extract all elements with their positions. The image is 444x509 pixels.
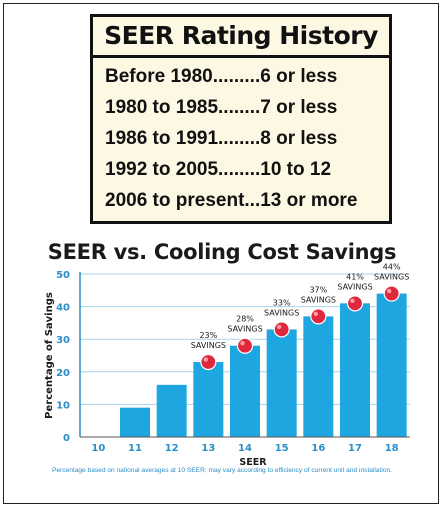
savings-marker — [383, 285, 400, 302]
x-axis-label: SEER — [239, 457, 267, 468]
y-tick-label: 0 — [63, 433, 70, 444]
x-tick-label: 15 — [275, 443, 289, 454]
history-row: 2006 to present...13 or more — [105, 190, 358, 211]
savings-percent-label: 44% — [383, 263, 401, 272]
savings-word-label: SAVINGS — [264, 308, 299, 317]
x-tick-label: 10 — [91, 443, 105, 454]
y-tick-label: 10 — [56, 400, 70, 411]
savings-word-label: SAVINGS — [301, 295, 336, 304]
savings-marker — [236, 337, 254, 354]
savings-marker — [346, 295, 364, 312]
history-row: 1986 to 1991........8 or less — [105, 128, 338, 149]
savings-word-label: SAVINGS — [374, 273, 409, 282]
savings-percent-label: 33% — [273, 298, 291, 307]
savings-marker-highlight — [386, 288, 392, 294]
savings-marker-highlight — [350, 298, 355, 304]
x-tick-label: 18 — [385, 443, 399, 454]
x-tick-label: 14 — [238, 443, 252, 454]
savings-marker-highlight — [240, 341, 245, 346]
chart-title: SEER vs. Cooling Cost Savings — [47, 240, 397, 264]
chart-footnote: Percentage based on national averages at… — [51, 467, 393, 474]
history-row: 1992 to 2005........10 to 12 — [105, 159, 332, 180]
bar — [193, 362, 224, 437]
y-axis-label: Percentage of Savings — [44, 292, 55, 419]
y-tick-label: 30 — [56, 335, 70, 346]
history-row: Before 1980.........6 or less — [105, 66, 338, 87]
bar — [340, 303, 370, 437]
bar — [266, 329, 297, 437]
x-tick-label: 13 — [201, 443, 215, 454]
bar — [303, 316, 334, 437]
savings-marker — [310, 308, 327, 325]
x-tick-label: 16 — [311, 443, 325, 454]
y-tick-label: 20 — [56, 368, 70, 379]
bar — [376, 293, 407, 437]
savings-word-label: SAVINGS — [337, 282, 372, 291]
seer-history-box: SEER Rating History Before 1980.........… — [90, 14, 392, 224]
history-row: 1980 to 1985........7 or less — [105, 97, 338, 118]
savings-percent-label: 28% — [236, 315, 254, 324]
bar — [156, 384, 187, 437]
y-tick-label: 40 — [56, 303, 70, 314]
savings-word-label: SAVINGS — [227, 325, 262, 334]
x-tick-label: 12 — [165, 443, 179, 454]
y-tick-label: 50 — [56, 270, 70, 281]
x-tick-label: 17 — [348, 443, 362, 454]
bar — [120, 407, 150, 437]
savings-marker-highlight — [276, 324, 282, 330]
x-tick-label: 11 — [128, 443, 142, 454]
history-list: Before 1980.........6 or less 1980 to 19… — [93, 58, 389, 216]
savings-word-label: SAVINGS — [191, 341, 226, 350]
savings-marker-highlight — [203, 357, 209, 362]
bar — [230, 345, 260, 437]
savings-percent-label: 37% — [309, 285, 327, 294]
savings-percent-label: 23% — [199, 331, 217, 340]
history-title: SEER Rating History — [93, 17, 389, 58]
savings-percent-label: 41% — [346, 272, 364, 281]
savings-marker-highlight — [313, 311, 319, 317]
savings-marker — [200, 353, 217, 371]
savings-marker — [273, 321, 290, 338]
